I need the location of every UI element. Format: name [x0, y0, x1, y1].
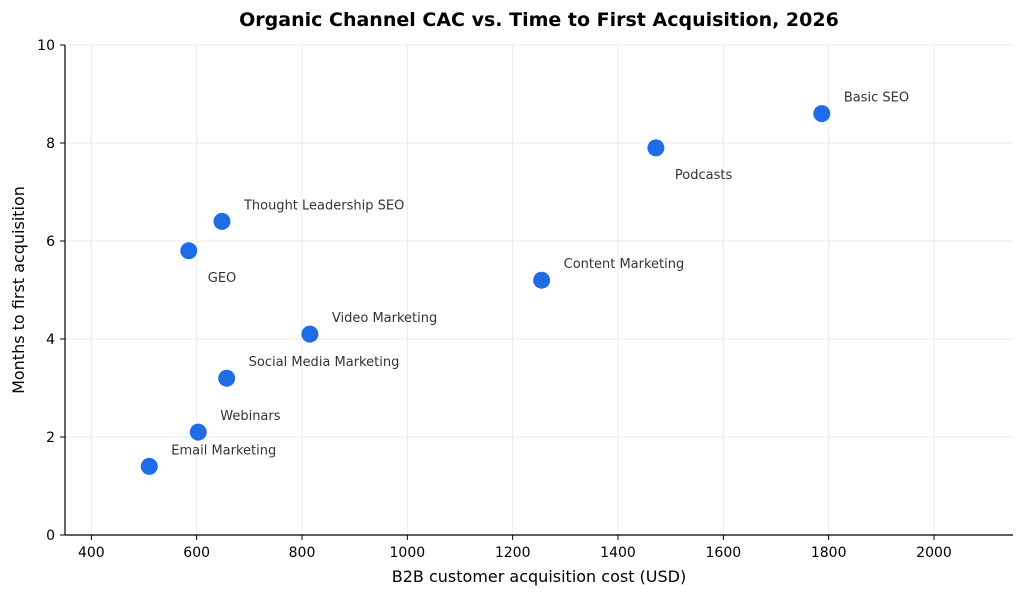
point-label: Email Marketing [171, 443, 276, 458]
ticks: 400 600 800 1000 1200 1400 1600 1800 2000 0 2 4 6 8 10 [37, 38, 952, 561]
point-label: Webinars [220, 409, 281, 424]
grid [65, 44, 1013, 536]
x-tick-label: 1800 [811, 545, 847, 561]
x-axis-label: B2B customer acquisition cost (USD) [392, 567, 686, 586]
point-label: Social Media Marketing [249, 355, 400, 370]
data-point [213, 212, 231, 230]
point-label: Content Marketing [564, 257, 685, 272]
data-point [533, 271, 551, 289]
y-tick-label: 2 [46, 430, 55, 446]
data-points [140, 105, 831, 475]
data-point [140, 457, 158, 475]
x-tick-label: 1400 [600, 545, 636, 561]
point-label: Thought Leadership SEO [243, 198, 404, 213]
point-label: Basic SEO [844, 91, 909, 106]
y-axis-label: Months to first acquisition [9, 186, 28, 394]
x-tick-label: 600 [183, 545, 210, 561]
data-point [218, 369, 236, 387]
data-point [813, 105, 831, 123]
y-tick-label: 0 [46, 528, 55, 544]
x-tick-label: 1200 [495, 545, 531, 561]
chart-title: Organic Channel CAC vs. Time to First Ac… [239, 9, 839, 31]
point-labels: Email Marketing Webinars Social Media Mark… [171, 91, 909, 459]
point-label: Video Marketing [332, 311, 437, 326]
x-tick-label: 400 [78, 545, 105, 561]
point-label: Podcasts [675, 168, 733, 183]
x-tick-label: 2000 [916, 545, 952, 561]
data-point [301, 325, 319, 343]
data-point [647, 139, 665, 157]
y-tick-label: 6 [46, 234, 55, 250]
point-label: GEO [208, 271, 237, 286]
x-tick-label: 1600 [706, 545, 742, 561]
data-point [180, 242, 198, 260]
y-tick-label: 10 [37, 38, 55, 54]
x-tick-label: 1000 [390, 545, 426, 561]
y-tick-label: 8 [46, 136, 55, 152]
x-tick-label: 800 [289, 545, 316, 561]
axes [64, 45, 1013, 536]
y-tick-label: 4 [46, 332, 55, 348]
data-point [189, 423, 207, 441]
